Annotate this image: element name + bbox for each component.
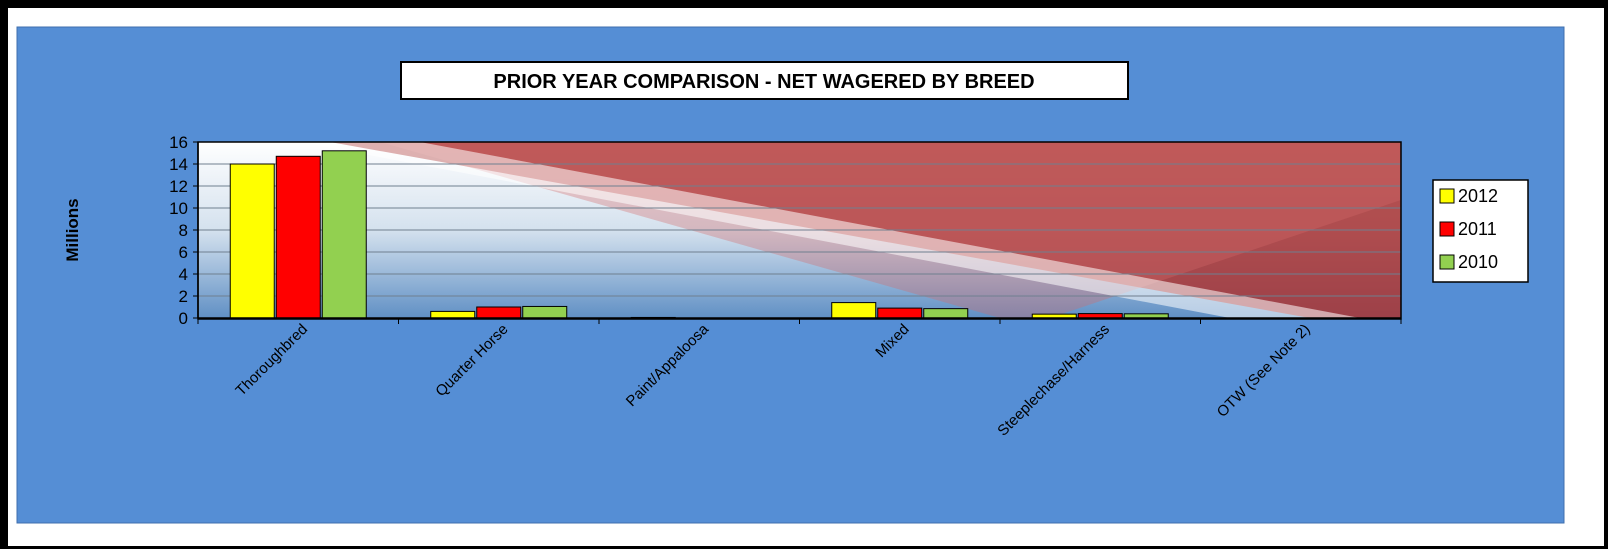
bar-2011 [476, 306, 522, 319]
y-tick-label: 12 [169, 177, 188, 196]
legend-label-2010: 2010 [1458, 252, 1498, 272]
legend: 2012 2011 2010 [1432, 179, 1529, 283]
chart-title-text: PRIOR YEAR COMPARISON - NET WAGERED BY B… [493, 71, 1034, 93]
bar-2012 [831, 302, 877, 319]
bar-2011 [877, 307, 923, 319]
legend-swatch-2011 [1439, 221, 1455, 237]
bars [229, 150, 1169, 319]
axes [193, 141, 1402, 324]
bar-2010 [321, 150, 367, 319]
y-tick-label: 14 [169, 155, 188, 174]
y-tick-label: 2 [179, 287, 188, 306]
y-tick-label: 4 [179, 265, 188, 284]
y-tick-labels: 0 2 4 6 8 10 12 14 16 [169, 133, 188, 328]
bar-2012 [229, 163, 275, 319]
bar-2010 [522, 305, 568, 319]
y-axis-label: Millions [63, 198, 82, 261]
y-tick-label: 8 [179, 221, 188, 240]
legend-label-2011: 2011 [1458, 219, 1497, 239]
bar-2011 [275, 155, 321, 319]
bar-2010 [923, 308, 969, 319]
legend-swatch-2010 [1439, 254, 1455, 270]
y-tick-label: 6 [179, 243, 188, 262]
y-tick-label: 0 [179, 309, 188, 328]
y-tick-label: 10 [169, 199, 188, 218]
y-tick-label: 16 [169, 133, 188, 152]
chart-title: PRIOR YEAR COMPARISON - NET WAGERED BY B… [400, 61, 1129, 100]
legend-label-2012: 2012 [1458, 186, 1498, 206]
bar-2012 [430, 310, 476, 319]
legend-swatch-2012 [1439, 188, 1455, 204]
